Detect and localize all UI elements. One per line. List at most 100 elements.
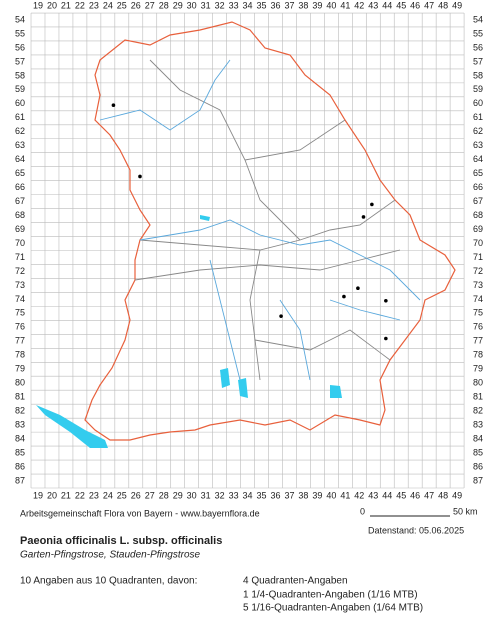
row-label: 66 xyxy=(473,182,483,192)
column-label: 22 xyxy=(75,490,85,500)
row-label: 81 xyxy=(15,392,25,402)
row-label: 64 xyxy=(473,154,483,164)
column-label: 35 xyxy=(257,0,267,10)
row-label: 86 xyxy=(15,461,25,471)
column-label: 34 xyxy=(243,0,253,10)
column-label: 47 xyxy=(424,490,434,500)
occurrence-point xyxy=(342,294,346,299)
column-label: 44 xyxy=(382,0,392,10)
row-label: 55 xyxy=(473,28,483,38)
column-label: 30 xyxy=(187,490,197,500)
row-label: 62 xyxy=(15,126,25,136)
row-label: 55 xyxy=(15,28,25,38)
row-label: 58 xyxy=(15,70,25,80)
occurrence-point xyxy=(138,174,142,179)
row-label: 80 xyxy=(473,378,483,388)
column-label: 49 xyxy=(452,0,462,10)
column-label: 27 xyxy=(145,490,155,500)
column-label: 43 xyxy=(368,490,378,500)
row-label: 86 xyxy=(473,461,483,471)
column-label: 49 xyxy=(452,490,462,500)
column-label: 28 xyxy=(159,490,169,500)
row-label: 79 xyxy=(473,364,483,374)
row-label: 79 xyxy=(15,364,25,374)
occurrence-point xyxy=(279,314,283,318)
row-label: 75 xyxy=(473,308,483,318)
row-label: 57 xyxy=(15,56,25,66)
row-label: 85 xyxy=(15,447,25,457)
column-label: 37 xyxy=(284,0,294,10)
column-label: 48 xyxy=(438,490,448,500)
scale-start: 0 xyxy=(360,506,365,516)
column-label: 36 xyxy=(270,0,280,10)
column-label: 46 xyxy=(410,0,420,10)
column-label: 24 xyxy=(103,0,113,10)
column-label: 40 xyxy=(326,0,336,10)
row-label: 73 xyxy=(15,280,25,290)
column-label: 21 xyxy=(61,490,71,500)
summary-line: 4 Quadranten-Angaben xyxy=(243,576,348,587)
row-label: 69 xyxy=(15,224,25,234)
row-label: 58 xyxy=(473,70,483,80)
column-label: 27 xyxy=(145,0,155,10)
row-label: 67 xyxy=(15,196,25,206)
row-label: 63 xyxy=(15,140,25,150)
bavaria-border xyxy=(84,21,456,441)
column-label: 41 xyxy=(340,490,350,500)
lake-constance xyxy=(36,405,108,448)
row-label: 87 xyxy=(15,475,25,485)
column-label: 33 xyxy=(229,490,239,500)
column-label: 20 xyxy=(47,0,57,10)
occurrence-point xyxy=(384,298,388,303)
summary-line: 5 1/16-Quadranten-Angaben (1/64 MTB) xyxy=(243,603,423,614)
occurrence-point xyxy=(361,215,366,219)
row-label: 60 xyxy=(473,98,483,108)
column-label: 25 xyxy=(117,0,127,10)
row-label: 59 xyxy=(473,84,483,94)
row-label: 73 xyxy=(473,280,483,290)
column-label: 29 xyxy=(173,490,183,500)
row-label: 83 xyxy=(15,420,25,430)
row-label: 67 xyxy=(473,196,483,206)
column-label: 21 xyxy=(61,0,71,10)
column-label: 48 xyxy=(438,0,448,10)
row-label: 57 xyxy=(473,56,483,66)
column-label: 41 xyxy=(340,0,350,10)
row-label: 81 xyxy=(473,392,483,402)
row-label: 56 xyxy=(473,42,483,52)
row-label: 76 xyxy=(15,322,25,332)
row-label: 75 xyxy=(15,308,25,318)
date: Datenstand: 05.06.2025 xyxy=(368,525,464,535)
row-label: 66 xyxy=(15,182,25,192)
column-label: 31 xyxy=(201,0,211,10)
row-label: 87 xyxy=(473,475,483,485)
row-label: 82 xyxy=(15,406,25,416)
row-label: 83 xyxy=(473,420,483,430)
column-label: 19 xyxy=(33,0,43,10)
points xyxy=(111,103,388,341)
row-label: 64 xyxy=(15,154,25,164)
occurrence-point xyxy=(384,336,388,341)
column-label: 32 xyxy=(215,490,225,500)
row-label: 71 xyxy=(473,252,483,262)
column-label: 39 xyxy=(312,0,322,10)
column-label: 38 xyxy=(298,0,308,10)
row-label: 61 xyxy=(15,112,25,122)
source: Arbeitsgemeinschaft Flora von Bayern - w… xyxy=(20,508,260,518)
row-label: 54 xyxy=(15,14,25,24)
row-label: 63 xyxy=(473,140,483,150)
species-title: Paeonia officinalis L. subsp. officinali… xyxy=(20,535,222,547)
summary-total: 10 Angaben aus 10 Quadranten, davon: xyxy=(20,576,197,587)
column-label: 22 xyxy=(75,0,85,10)
column-label: 36 xyxy=(270,490,280,500)
row-label: 59 xyxy=(15,84,25,94)
district-borders xyxy=(134,59,401,381)
row-label: 69 xyxy=(473,224,483,234)
row-label: 65 xyxy=(15,168,25,178)
row-label: 77 xyxy=(15,336,25,346)
column-label: 37 xyxy=(284,490,294,500)
row-label: 71 xyxy=(15,252,25,262)
column-label: 45 xyxy=(396,0,406,10)
column-label: 23 xyxy=(89,0,99,10)
